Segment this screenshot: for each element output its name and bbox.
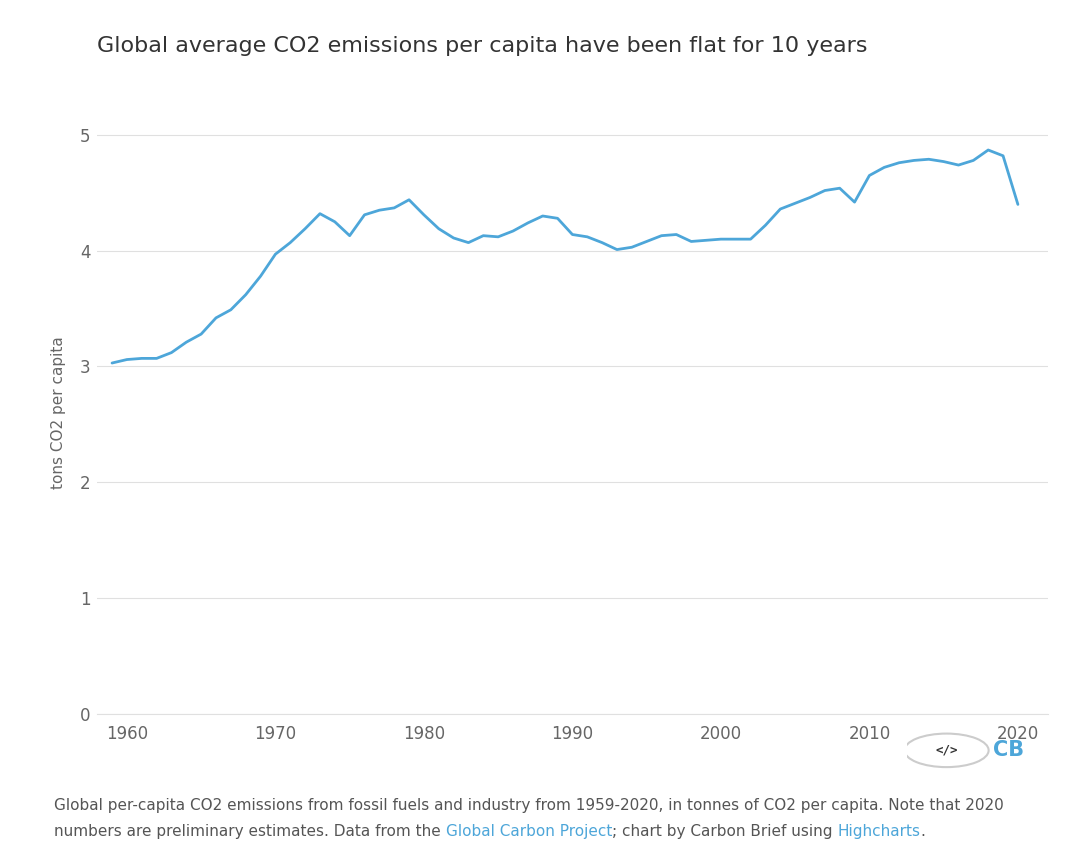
Text: Global per-capita CO2 emissions from fossil fuels and industry from 1959-2020, i: Global per-capita CO2 emissions from fos… [54, 798, 1003, 813]
Text: CB: CB [993, 740, 1024, 760]
Text: Global Carbon Project: Global Carbon Project [446, 824, 612, 838]
Text: Global average CO2 emissions per capita have been flat for 10 years: Global average CO2 emissions per capita … [97, 36, 867, 56]
Text: Highcharts: Highcharts [837, 824, 920, 838]
Text: ; chart by Carbon Brief using: ; chart by Carbon Brief using [612, 824, 837, 838]
Text: numbers are preliminary estimates. Data from the: numbers are preliminary estimates. Data … [54, 824, 446, 838]
Text: .: . [920, 824, 926, 838]
Text: </>: </> [935, 744, 958, 757]
Y-axis label: tons CO2 per capita: tons CO2 per capita [51, 336, 66, 489]
